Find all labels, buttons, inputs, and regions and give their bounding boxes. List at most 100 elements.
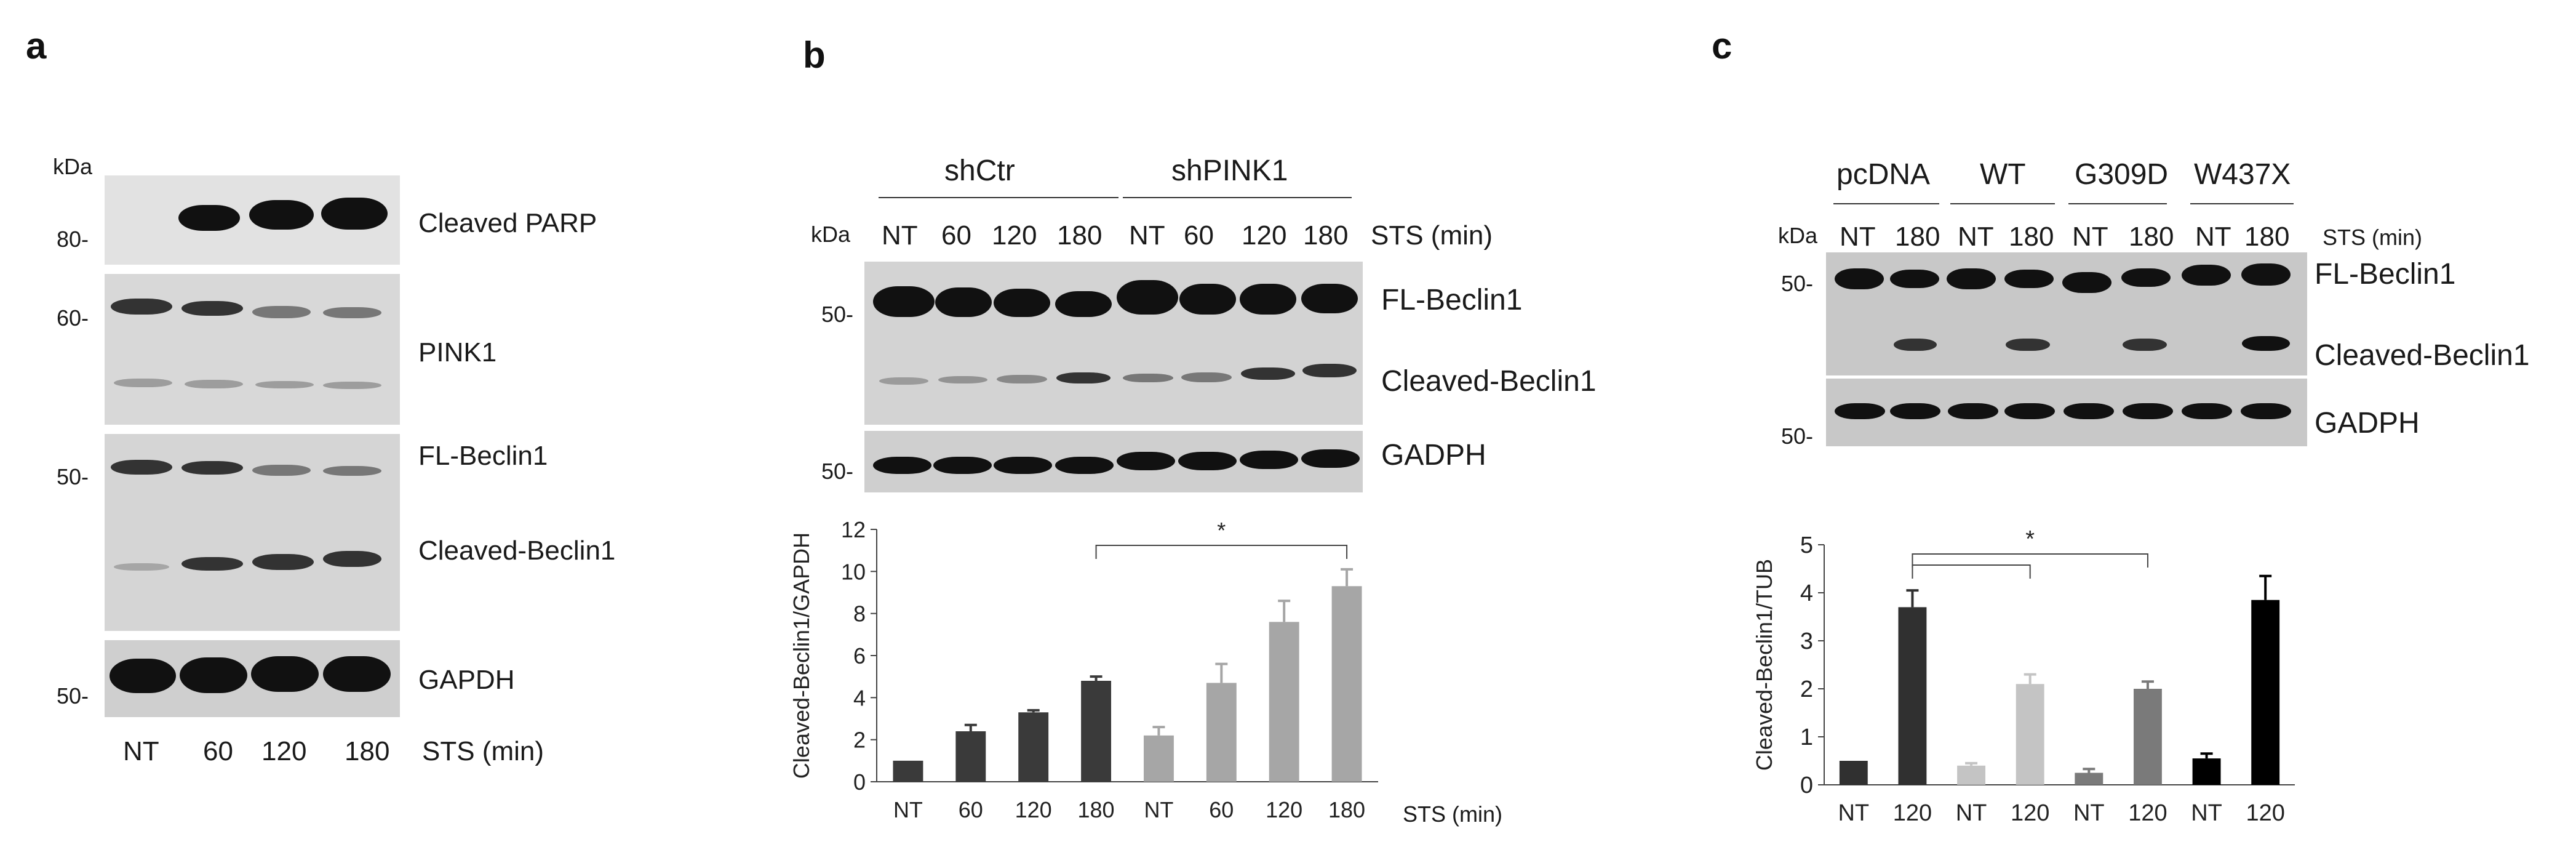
panel-a-label-cleaved-beclin1: Cleaved-Beclin1	[418, 536, 616, 566]
bar	[1081, 681, 1112, 782]
x-tick-label: 120	[1015, 797, 1052, 822]
panel-c-group-line-w437x	[2190, 203, 2294, 204]
panel-c-lane-7: NT	[2195, 222, 2231, 252]
band	[323, 466, 381, 476]
panel-a-lane-4: 180	[345, 736, 390, 766]
significance-bracket	[1912, 564, 2031, 579]
band	[180, 657, 247, 693]
band	[2241, 403, 2291, 419]
x-tick-label: 60	[1209, 797, 1234, 822]
bar	[2075, 773, 2103, 785]
bar	[1331, 586, 1362, 782]
band	[323, 382, 381, 389]
band	[1056, 372, 1111, 383]
band	[873, 457, 931, 474]
panel-b-group-shpink1: shPINK1	[1171, 155, 1288, 187]
panel-c-lane-2: 180	[1895, 222, 1940, 252]
band	[994, 289, 1050, 317]
band	[997, 375, 1047, 383]
band	[181, 301, 243, 316]
y-tick-label: 1	[1800, 725, 1813, 750]
band	[1301, 449, 1360, 468]
panel-c-lane-6: 180	[2129, 222, 2174, 252]
band	[1117, 452, 1175, 470]
band	[935, 287, 992, 317]
blot-strip-gadph	[864, 431, 1363, 492]
panel-b-lane-2: 60	[941, 220, 971, 251]
bar	[2133, 689, 2162, 785]
panel-b-chart-xlabel: STS (min)	[1403, 801, 1502, 827]
band	[873, 286, 935, 317]
band	[2062, 272, 2111, 293]
bar	[2192, 758, 2221, 785]
band	[111, 299, 172, 315]
panel-a-label-gapdh: GAPDH	[418, 665, 515, 695]
panel-b-lane-8: 180	[1303, 220, 1349, 251]
y-tick-label: 2	[853, 728, 866, 753]
panel-a-marker-80: 80-	[57, 227, 89, 252]
band	[2004, 270, 2054, 288]
band	[1117, 280, 1178, 315]
band	[252, 465, 311, 476]
panel-a-lane-2: 60	[203, 736, 233, 766]
x-tick-label: 120	[1266, 797, 1302, 822]
panel-c-group-line-pcdna	[1833, 203, 1939, 204]
panel-a-label-fl-beclin1: FL-Beclin1	[418, 441, 548, 471]
bar	[1143, 735, 1174, 782]
blot-strip-beclin1	[864, 262, 1363, 425]
panel-c-group-line-g309d	[2068, 203, 2167, 204]
band	[1947, 268, 1996, 289]
panel-b-lane-5: NT	[1129, 220, 1165, 251]
band	[1894, 339, 1937, 351]
panel-b-group-line-shpink1	[1123, 197, 1352, 198]
panel-c-label-cleaved-beclin1: Cleaved-Beclin1	[2315, 339, 2530, 372]
y-tick-label: 0	[1800, 773, 1813, 798]
panel-c-letter: c	[1712, 25, 1733, 66]
band	[252, 306, 311, 318]
band	[1835, 268, 1884, 289]
x-tick-label: NT	[1956, 800, 1987, 826]
panel-b-kda: kDa	[811, 222, 851, 247]
bar	[1957, 765, 1986, 785]
band	[181, 461, 243, 475]
band	[1181, 372, 1232, 382]
x-tick-label: NT	[2191, 800, 2222, 826]
band	[1240, 451, 1298, 469]
x-tick-label: NT	[893, 797, 923, 822]
band	[1890, 270, 1939, 288]
y-tick-label: 5	[1800, 532, 1813, 558]
panel-c-group-line-wt	[1950, 203, 2055, 204]
bar	[955, 731, 986, 782]
y-tick-label: 6	[853, 643, 866, 668]
band	[2123, 403, 2173, 419]
bar	[893, 760, 923, 782]
panel-c-condition: STS (min)	[2323, 225, 2422, 250]
band	[2182, 265, 2231, 286]
band	[255, 381, 314, 388]
panel-c-kda: kDa	[1778, 223, 1818, 248]
band	[2242, 336, 2290, 351]
x-tick-label: 120	[1893, 800, 1932, 826]
panel-b-condition: STS (min)	[1371, 220, 1493, 251]
band	[2241, 263, 2291, 286]
panel-b-lane-3: 120	[992, 220, 1037, 251]
band	[114, 379, 172, 387]
y-tick-label: 12	[841, 517, 866, 542]
band	[321, 198, 388, 230]
band	[1179, 284, 1236, 315]
panel-c-marker-50b: 50-	[1781, 423, 1814, 449]
band	[2121, 268, 2171, 287]
band	[110, 659, 176, 693]
band	[1055, 457, 1114, 474]
panel-b-letter: b	[803, 34, 826, 76]
panel-a-marker-50b: 50-	[57, 683, 89, 708]
band	[111, 460, 172, 475]
panel-c-group-wt: WT	[1980, 158, 2026, 191]
band	[2182, 403, 2232, 419]
panel-b-marker-50b: 50-	[821, 459, 854, 484]
band	[1178, 452, 1237, 470]
y-axis-label: Cleaved-Beclin1/TUB	[1752, 559, 1777, 771]
panel-c-lane-5: NT	[2072, 222, 2108, 252]
bar	[1898, 607, 1927, 785]
x-tick-label: 120	[2128, 800, 2167, 826]
